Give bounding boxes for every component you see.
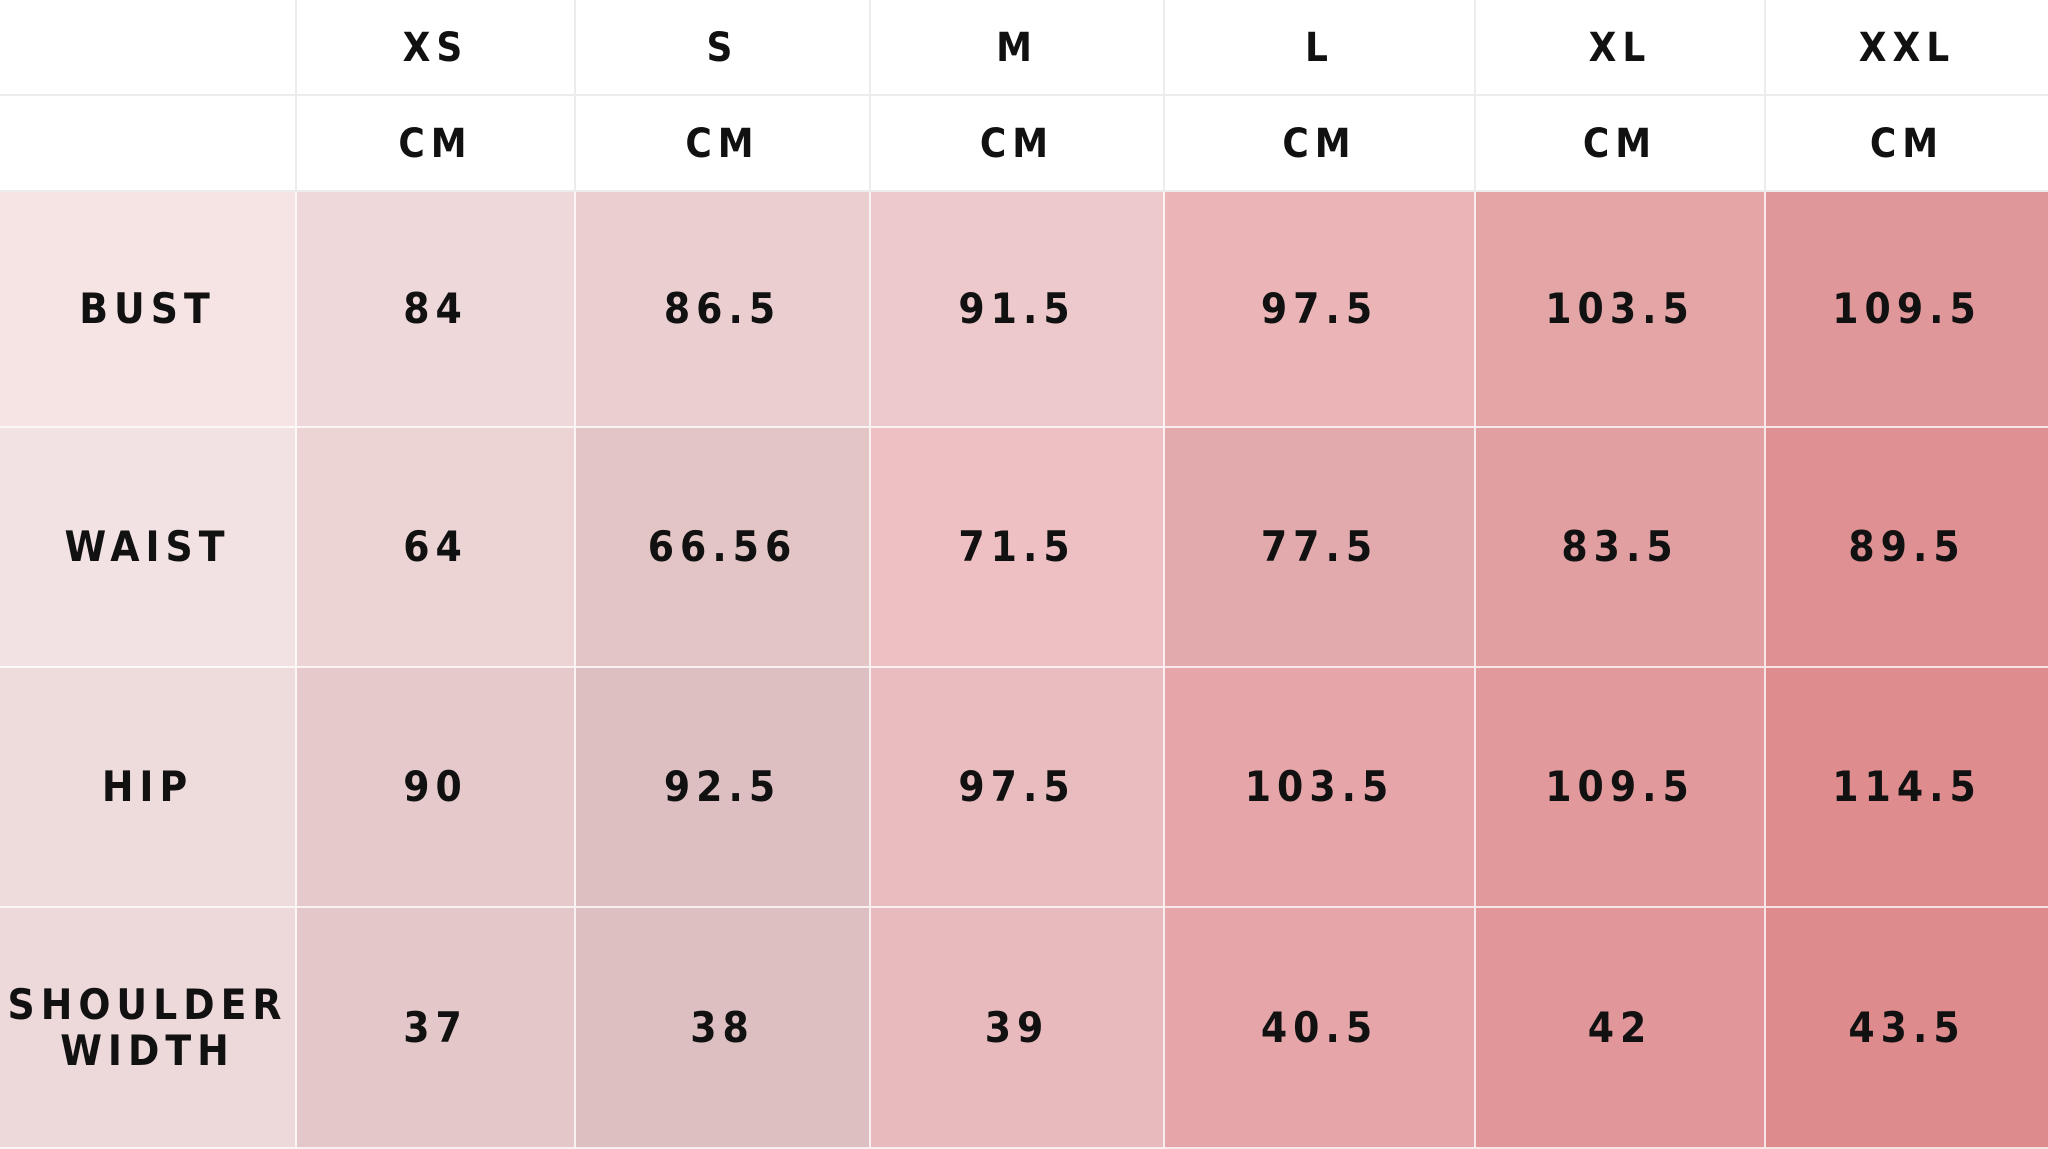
size-header-xxl: XXL: [1766, 0, 2048, 96]
table-cell: 97.5: [871, 668, 1165, 908]
unit-label: CM: [1766, 96, 2048, 192]
row-label-bust: BUST: [0, 192, 297, 428]
row-label-hip: HIP: [0, 668, 297, 908]
table-cell: 64: [297, 428, 576, 668]
table-cell: 103.5: [1165, 668, 1476, 908]
table-cell: 97.5: [1165, 192, 1476, 428]
size-header-m: M: [871, 0, 1165, 96]
unit-corner: [0, 96, 297, 192]
row-label-text: WIDTH: [60, 1025, 235, 1075]
row-label-text: HIP: [101, 762, 194, 812]
header-corner: [0, 0, 297, 96]
table-cell: 42: [1476, 908, 1766, 1149]
table-cell: 84: [297, 192, 576, 428]
size-header-xl: XL: [1476, 0, 1766, 96]
size-header-l: L: [1165, 0, 1476, 96]
table-cell: 83.5: [1476, 428, 1766, 668]
table-cell: 90: [297, 668, 576, 908]
table-cell: 109.5: [1476, 668, 1766, 908]
unit-label: CM: [871, 96, 1165, 192]
table-cell: 66.56: [576, 428, 871, 668]
table-cell: 43.5: [1766, 908, 2048, 1149]
table-cell: 103.5: [1476, 192, 1766, 428]
table-cell: 114.5: [1766, 668, 2048, 908]
row-label-waist: WAIST: [0, 428, 297, 668]
table-cell: 77.5: [1165, 428, 1476, 668]
table-cell: 71.5: [871, 428, 1165, 668]
table-cell: 92.5: [576, 668, 871, 908]
table-cell: 40.5: [1165, 908, 1476, 1149]
row-label-text: SHOULDER: [7, 980, 288, 1030]
row-label-text: BUST: [79, 284, 216, 334]
unit-label: CM: [576, 96, 871, 192]
unit-label: CM: [297, 96, 576, 192]
table-cell: 109.5: [1766, 192, 2048, 428]
size-header-xs: XS: [297, 0, 576, 96]
table-cell: 37: [297, 908, 576, 1149]
row-label-shoulder-width: SHOULDER WIDTH: [0, 908, 297, 1149]
size-header-s: S: [576, 0, 871, 96]
table-cell: 39: [871, 908, 1165, 1149]
table-cell: 91.5: [871, 192, 1165, 428]
unit-label: CM: [1165, 96, 1476, 192]
row-label-text: WAIST: [64, 522, 231, 572]
unit-label: CM: [1476, 96, 1766, 192]
table-cell: 89.5: [1766, 428, 2048, 668]
table-cell: 86.5: [576, 192, 871, 428]
table-cell: 38: [576, 908, 871, 1149]
